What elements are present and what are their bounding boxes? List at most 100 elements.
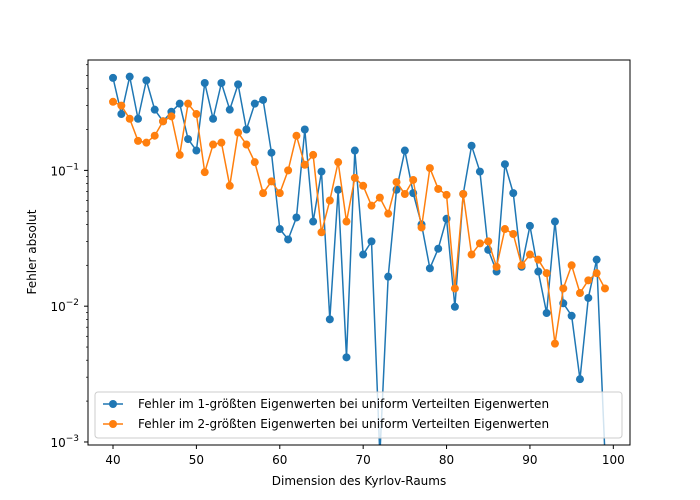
data-point: [225, 181, 234, 190]
y-tick-label-0: 10−3: [50, 434, 79, 450]
y-axis: 10−3 10−2 10−1: [50, 64, 88, 450]
data-point: [592, 255, 601, 264]
data-point: [409, 175, 418, 184]
data-point: [117, 101, 126, 110]
data-point: [467, 250, 476, 259]
data-point: [259, 189, 268, 198]
data-point: [275, 225, 284, 234]
data-point: [467, 141, 476, 150]
data-point: [259, 95, 268, 104]
data-point: [175, 150, 184, 159]
data-point: [575, 375, 584, 384]
data-point: [517, 261, 526, 270]
data-point: [542, 269, 551, 278]
data-point: [317, 228, 326, 237]
data-point: [350, 146, 359, 155]
data-point: [167, 112, 176, 121]
legend-swatch-marker-1: [109, 400, 117, 408]
data-point: [125, 114, 134, 123]
data-point: [134, 136, 143, 145]
data-point: [217, 79, 226, 88]
x-tick-label-80: 80: [439, 453, 454, 467]
y-axis-label: Fehler absolut: [25, 209, 39, 294]
data-point: [350, 173, 359, 182]
data-point: [159, 117, 168, 126]
data-point: [417, 223, 426, 232]
data-point: [109, 73, 118, 82]
data-point: [334, 185, 343, 194]
data-point: [450, 284, 459, 293]
data-point: [325, 196, 334, 205]
legend-label-1: Fehler im 1-größten Eigenwerten bei unif…: [138, 397, 549, 411]
data-point: [392, 178, 401, 187]
legend-label-2: Fehler im 2-größten Eigenwerten bei unif…: [138, 417, 549, 431]
legend: Fehler im 1-größten Eigenwerten bei unif…: [94, 391, 623, 439]
data-point: [300, 160, 309, 169]
data-point: [400, 146, 409, 155]
data-point: [400, 190, 409, 199]
data-point: [242, 125, 251, 134]
data-point: [175, 99, 184, 108]
data-point: [475, 167, 484, 176]
data-point: [384, 209, 393, 218]
data-point: [317, 167, 326, 176]
data-point: [209, 114, 218, 123]
data-point: [325, 315, 334, 324]
data-point: [192, 110, 201, 119]
data-point: [425, 264, 434, 273]
y-tick-label-2: 10−1: [50, 162, 79, 178]
data-point: [600, 284, 609, 293]
data-point: [509, 189, 518, 198]
data-point: [359, 181, 368, 190]
data-point: [484, 237, 493, 246]
series-2: [109, 97, 609, 348]
data-point: [442, 190, 451, 199]
data-point: [150, 131, 159, 140]
data-point: [534, 267, 543, 276]
data-point: [500, 160, 509, 169]
x-tick-label-50: 50: [189, 453, 204, 467]
data-point: [142, 76, 151, 85]
data-point: [434, 184, 443, 193]
data-point: [284, 235, 293, 244]
legend-swatch-marker-2: [109, 420, 117, 428]
data-point: [425, 164, 434, 173]
data-point: [550, 217, 559, 226]
data-point: [292, 131, 301, 140]
data-point: [234, 80, 243, 89]
data-point: [184, 99, 193, 108]
data-point: [367, 237, 376, 246]
data-point: [584, 293, 593, 302]
data-point: [567, 311, 576, 320]
data-point: [342, 353, 351, 362]
data-point: [225, 105, 234, 114]
data-point: [267, 177, 276, 186]
data-point: [342, 217, 351, 226]
data-point: [575, 289, 584, 298]
data-point: [492, 262, 501, 271]
data-point: [242, 140, 251, 149]
data-point: [200, 79, 209, 88]
data-point: [217, 138, 226, 147]
data-point: [459, 190, 468, 199]
data-point: [567, 261, 576, 270]
x-tick-label-100: 100: [602, 453, 625, 467]
data-point: [200, 168, 209, 177]
x-axis: 40 50 60 70 80 90 100: [105, 445, 625, 467]
y-tick-label-1: 10−2: [50, 298, 79, 314]
x-tick-label-90: 90: [522, 453, 537, 467]
data-point: [209, 140, 218, 149]
data-point: [125, 72, 134, 81]
data-point: [150, 105, 159, 114]
data-point: [525, 250, 534, 259]
x-tick-label-60: 60: [272, 453, 287, 467]
data-point: [475, 239, 484, 248]
x-axis-label: Dimension des Kyrlov-Raums: [272, 474, 446, 488]
data-point: [500, 225, 509, 234]
series-layer: [109, 72, 609, 445]
data-point: [359, 250, 368, 259]
data-point: [267, 148, 276, 157]
data-point: [584, 276, 593, 285]
data-point: [450, 302, 459, 311]
